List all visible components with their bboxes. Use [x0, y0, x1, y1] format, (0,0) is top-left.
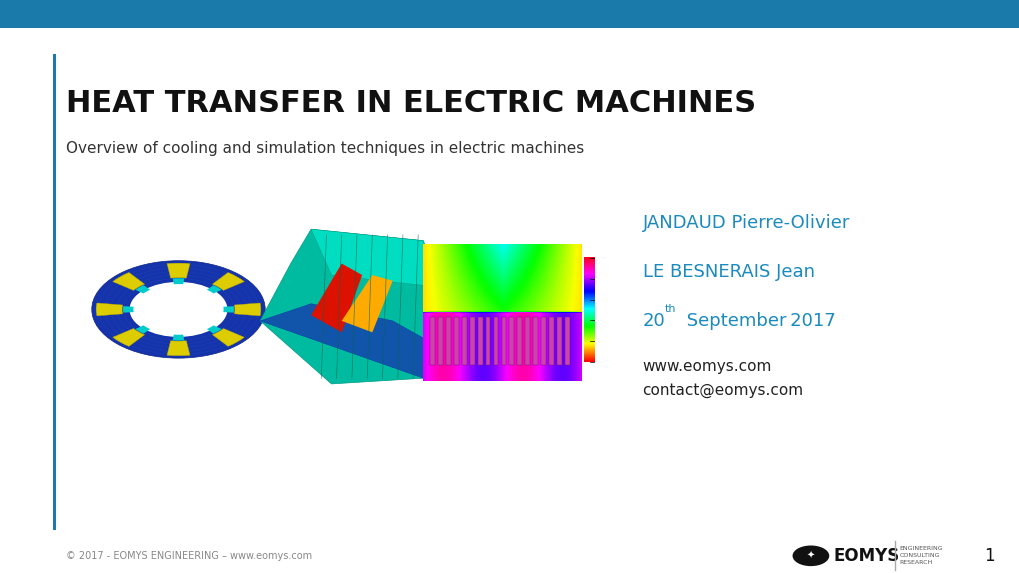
Text: th: th: [664, 304, 676, 315]
Text: September 2017: September 2017: [681, 312, 836, 330]
Wedge shape: [212, 328, 244, 346]
Polygon shape: [311, 229, 433, 286]
Text: JANDAUD Pierre-Olivier: JANDAUD Pierre-Olivier: [642, 214, 849, 233]
Polygon shape: [260, 229, 453, 384]
Text: 20: 20: [642, 312, 664, 330]
Wedge shape: [234, 303, 261, 316]
Text: EOMYS: EOMYS: [833, 547, 899, 565]
Wedge shape: [136, 325, 150, 333]
Text: © 2017 - EOMYS ENGINEERING – www.eomys.com: © 2017 - EOMYS ENGINEERING – www.eomys.c…: [66, 551, 312, 561]
Wedge shape: [167, 263, 190, 278]
Wedge shape: [172, 335, 184, 340]
Wedge shape: [207, 285, 221, 293]
Text: LE BESNERAIS Jean: LE BESNERAIS Jean: [642, 263, 814, 281]
Wedge shape: [212, 273, 244, 291]
Wedge shape: [113, 273, 145, 291]
Text: ✦: ✦: [806, 551, 814, 561]
Polygon shape: [311, 264, 362, 332]
Text: 1: 1: [983, 547, 994, 565]
Wedge shape: [96, 303, 122, 316]
Text: HEAT TRANSFER IN ELECTRIC MACHINES: HEAT TRANSFER IN ELECTRIC MACHINES: [66, 89, 756, 117]
Wedge shape: [113, 328, 145, 346]
Polygon shape: [260, 304, 433, 378]
Bar: [53, 54, 56, 530]
Circle shape: [92, 261, 265, 358]
Wedge shape: [223, 306, 233, 313]
Text: Overview of cooling and simulation techniques in electric machines: Overview of cooling and simulation techn…: [66, 142, 584, 156]
Wedge shape: [207, 325, 221, 333]
Circle shape: [792, 545, 828, 566]
Text: contact@eomys.com: contact@eomys.com: [642, 383, 803, 398]
Polygon shape: [341, 275, 392, 332]
Wedge shape: [123, 306, 133, 313]
Wedge shape: [167, 341, 190, 356]
Wedge shape: [136, 285, 150, 293]
Text: www.eomys.com: www.eomys.com: [642, 359, 771, 374]
Wedge shape: [172, 278, 184, 284]
Bar: [0, 0, 1019, 28]
Circle shape: [129, 282, 227, 337]
Text: ENGINEERING
CONSULTING
RESEARCH: ENGINEERING CONSULTING RESEARCH: [899, 546, 943, 566]
